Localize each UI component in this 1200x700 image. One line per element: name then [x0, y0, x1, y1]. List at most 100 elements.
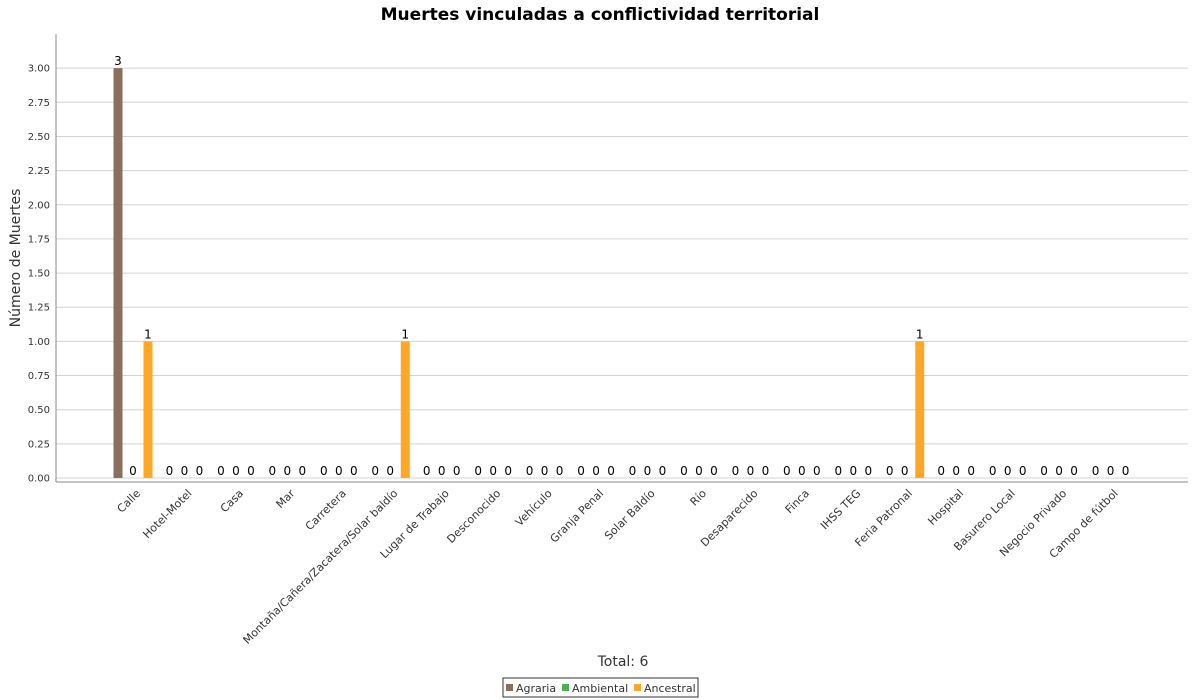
- bar-ancestral: [400, 341, 410, 478]
- data-label: 0: [967, 464, 975, 478]
- data-label: 0: [680, 464, 688, 478]
- data-label: 0: [864, 464, 872, 478]
- x-tick-label: Mar: [274, 487, 298, 511]
- x-tick-label: Casa: [218, 487, 246, 515]
- legend-label: Agraria: [516, 682, 556, 695]
- y-tick-label: 2.75: [28, 98, 50, 109]
- data-label: 0: [1122, 464, 1130, 478]
- chart-title: Muertes vinculadas a conflictividad terr…: [381, 5, 820, 25]
- data-label: 0: [1055, 464, 1063, 478]
- data-label: 0: [386, 464, 394, 478]
- data-label: 0: [798, 464, 806, 478]
- legend-frame: [502, 677, 699, 698]
- data-label: 0: [1107, 464, 1115, 478]
- bar-ancestral: [915, 341, 925, 478]
- data-label: 0: [849, 464, 857, 478]
- data-label: 0: [1070, 464, 1078, 478]
- x-tick-label: IHSS TEG: [818, 487, 863, 532]
- x-tick-label: Hospital: [925, 487, 966, 528]
- y-tick-label: 1.25: [28, 303, 50, 314]
- data-label: 1: [144, 327, 152, 341]
- legend-label: Ambiental: [572, 682, 628, 695]
- data-label: 0: [629, 464, 637, 478]
- data-label: 0: [886, 464, 894, 478]
- data-label: 0: [371, 464, 379, 478]
- y-tick-label: 1.00: [28, 337, 50, 348]
- data-label: 0: [989, 464, 997, 478]
- data-label: 0: [1019, 464, 1027, 478]
- data-label: 0: [1092, 464, 1100, 478]
- data-label: 0: [747, 464, 755, 478]
- data-label: 0: [1004, 464, 1012, 478]
- x-tick-label: Granja Penal: [548, 487, 607, 546]
- data-label: 0: [474, 464, 482, 478]
- x-tick-label: Vehículo: [513, 487, 555, 529]
- legend-label: Ancestral: [644, 682, 696, 695]
- data-label: 0: [952, 464, 960, 478]
- y-tick-label: 2.25: [28, 166, 50, 177]
- total-footer: Total: 6: [597, 654, 649, 670]
- data-label: 0: [659, 464, 667, 478]
- data-label: 3: [114, 54, 122, 68]
- bar-ancestral: [143, 341, 153, 478]
- x-tick-label: Río: [688, 487, 710, 509]
- legend-swatch-ancestral: [634, 684, 641, 691]
- data-label: 0: [526, 464, 534, 478]
- data-label: 0: [129, 464, 137, 478]
- data-label: 0: [423, 464, 431, 478]
- data-label: 0: [783, 464, 791, 478]
- data-label: 0: [232, 464, 240, 478]
- x-tick-label: Calle: [115, 487, 144, 516]
- y-tick-label: 0.25: [28, 439, 50, 450]
- y-tick-label: 0.00: [28, 474, 50, 485]
- data-label: 0: [335, 464, 343, 478]
- data-label: 0: [350, 464, 358, 478]
- data-label: 0: [438, 464, 446, 478]
- data-label: 0: [813, 464, 821, 478]
- data-label: 0: [269, 464, 277, 478]
- x-tick-label: Carretera: [303, 487, 349, 533]
- data-label: 0: [453, 464, 461, 478]
- data-label: 0: [710, 464, 718, 478]
- y-tick-label: 1.75: [28, 234, 50, 245]
- data-label: 1: [916, 327, 924, 341]
- bars: [113, 68, 925, 479]
- data-label: 0: [181, 464, 189, 478]
- x-tick-label: Finca: [783, 487, 812, 516]
- data-label: 0: [196, 464, 204, 478]
- data-label: 0: [937, 464, 945, 478]
- legend: Agraria Ambiental Ancestral: [502, 677, 699, 698]
- data-label: 0: [489, 464, 497, 478]
- data-label: 0: [1040, 464, 1048, 478]
- data-label: 0: [732, 464, 740, 478]
- data-label: 0: [217, 464, 225, 478]
- data-label: 0: [504, 464, 512, 478]
- y-tick-label: 2.50: [28, 132, 50, 143]
- data-label: 0: [644, 464, 652, 478]
- y-axis-ticks: 0.00 0.25 0.50 0.75 1.00 1.25 1.50 1.75 2.00 2.25…: [28, 64, 50, 485]
- data-label: 0: [166, 464, 174, 478]
- y-tick-label: 2.00: [28, 200, 50, 211]
- y-tick-label: 0.75: [28, 371, 50, 382]
- x-tick-label: Solar Baldío: [602, 487, 658, 543]
- data-label: 0: [592, 464, 600, 478]
- data-label: 0: [901, 464, 909, 478]
- data-label: 0: [607, 464, 615, 478]
- y-tick-label: 0.50: [28, 405, 50, 416]
- data-label: 0: [247, 464, 255, 478]
- legend-swatch-agraria: [506, 684, 513, 691]
- data-label: 1: [401, 327, 409, 341]
- x-tick-label: Desconocido: [444, 487, 503, 546]
- y-tick-label: 1.50: [28, 269, 50, 280]
- data-label: 0: [762, 464, 770, 478]
- data-label: 0: [577, 464, 585, 478]
- y-axis-label: Número de Muertes: [8, 189, 24, 328]
- data-label: 0: [284, 464, 292, 478]
- gridlines: [56, 67, 1188, 479]
- data-label: 0: [695, 464, 703, 478]
- data-label: 0: [541, 464, 549, 478]
- x-tick-label: Hotel-Motel: [140, 487, 194, 541]
- bar-agraria: [113, 68, 123, 479]
